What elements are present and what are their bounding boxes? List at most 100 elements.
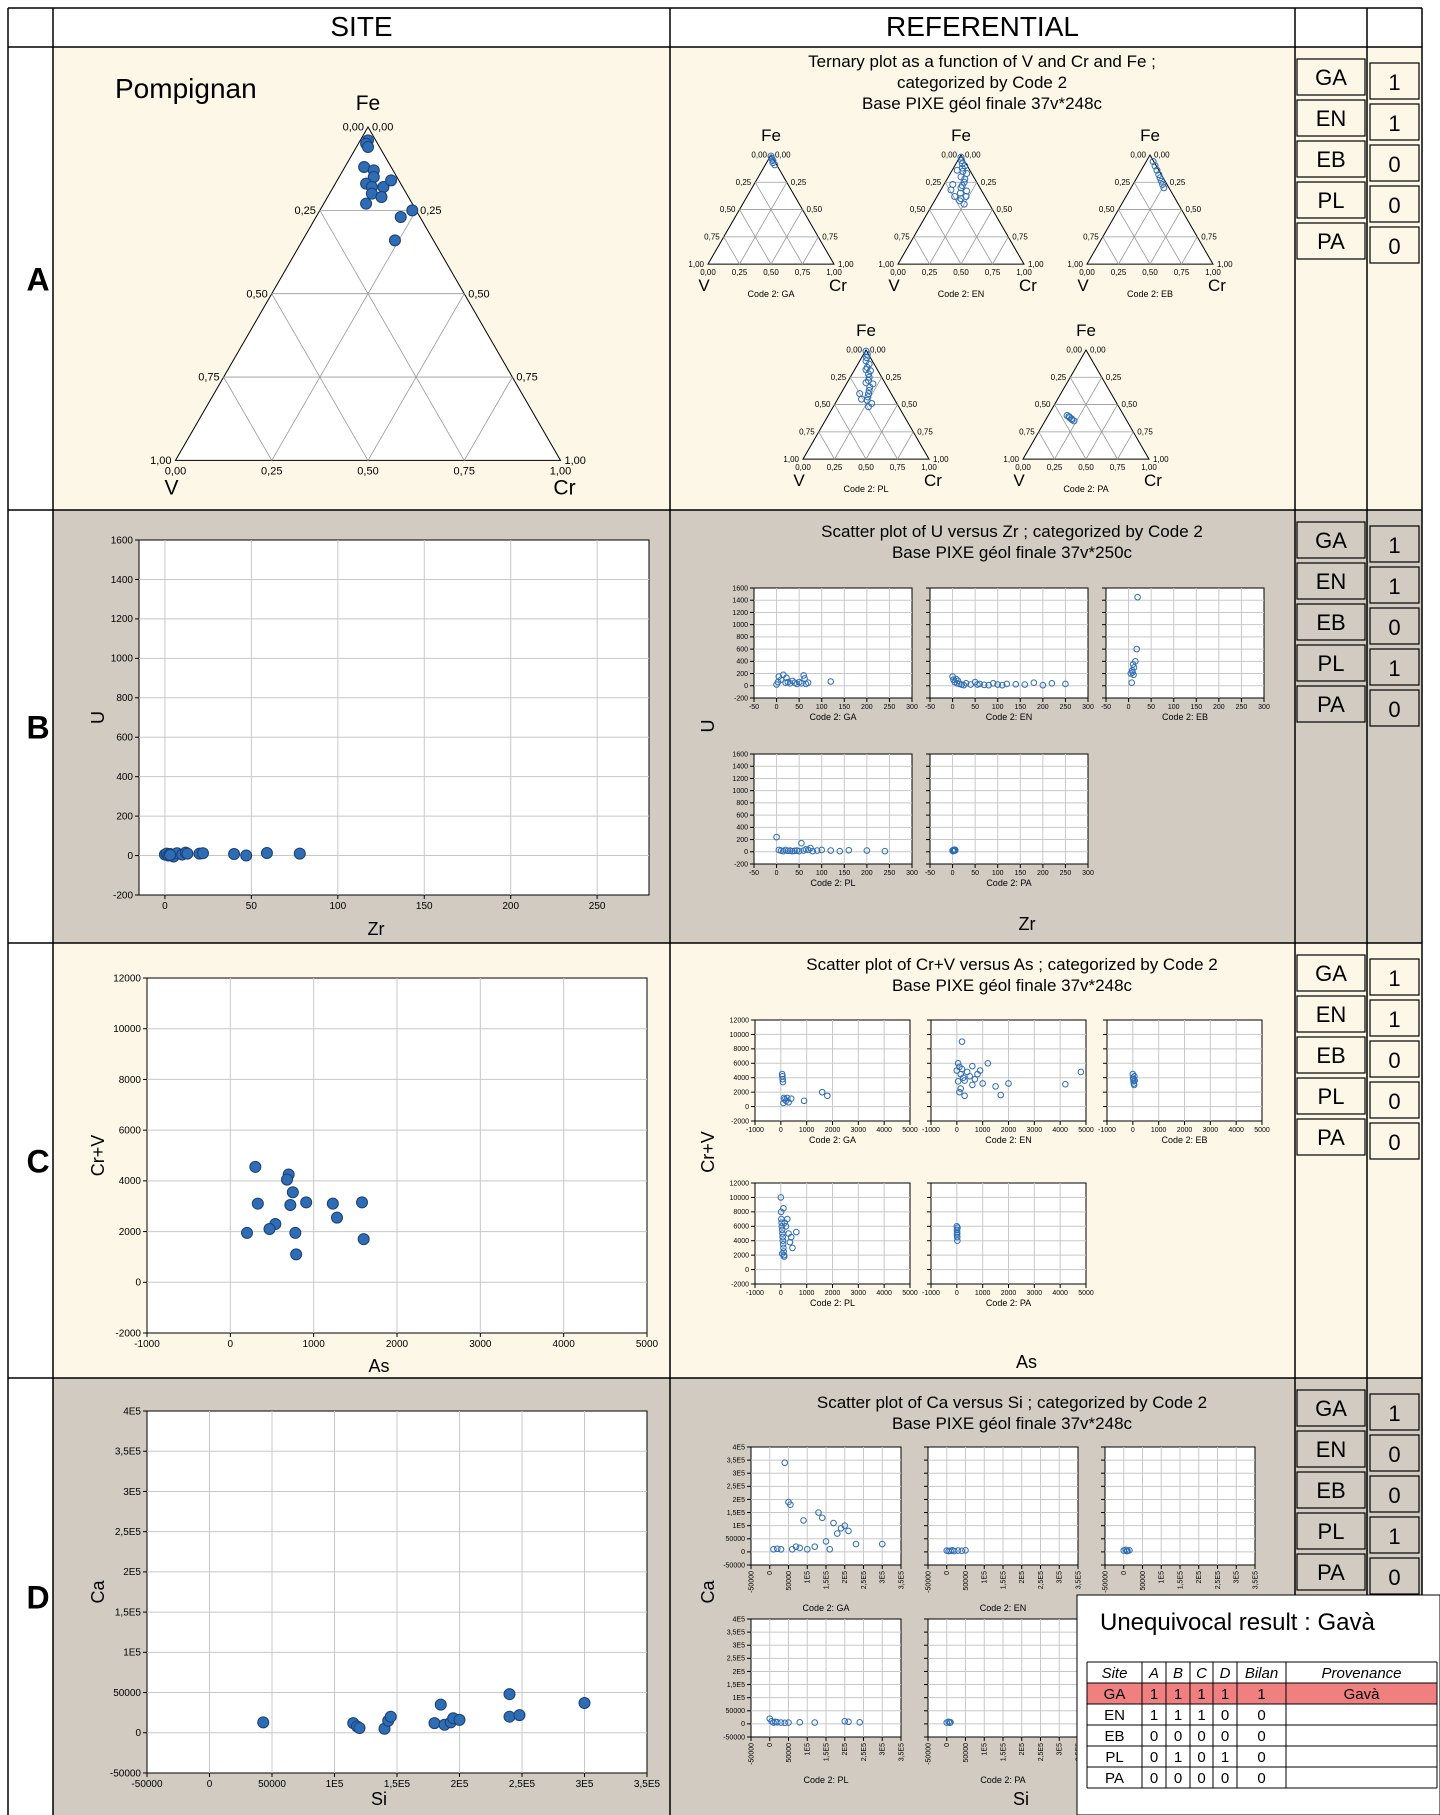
tick-label-x: 200 (1037, 704, 1049, 711)
tick-label-x: 0 (767, 1571, 774, 1575)
ternary-tick-left: 0,75 (799, 428, 815, 437)
tick-label-y: 200 (116, 811, 133, 822)
tick-label-y: 200 (736, 837, 748, 844)
data-point (1021, 681, 1029, 688)
tick-label-x: 0 (944, 1743, 951, 1747)
score-table: GA 1 EN 1 EB 0 PL 1 PA 0 (1296, 521, 1420, 727)
data-point (357, 1233, 370, 1246)
tick-label-x: 3000 (851, 1127, 867, 1134)
tick-label-y: 600 (116, 733, 133, 744)
vertex-label-v: V (1077, 276, 1089, 295)
score-value: 1 (1388, 533, 1400, 558)
tick-label-x: 300 (906, 870, 918, 877)
ternary-tick-left: 1,00 (688, 260, 704, 269)
ternary-tick-bottom: 1,00 (1141, 463, 1157, 472)
data-point (971, 1075, 979, 1083)
tick-label-x: 1,5E5 (384, 1779, 411, 1790)
panel-label: Code 2: GA (809, 1135, 856, 1145)
data-point (578, 1697, 591, 1710)
header-referential: REFERENTIAL (886, 11, 1079, 42)
ternary-tick-bottom: 0,50 (1078, 463, 1094, 472)
score-value-cell (1369, 1475, 1420, 1513)
result-cell: 1 (1174, 1749, 1182, 1766)
tick-label-x: 250 (1060, 704, 1072, 711)
score-table: GA 1 EN 0 EB 0 PL 1 PA 0 (1296, 1389, 1420, 1595)
tick-label-x: 1E5 (1159, 1571, 1166, 1584)
data-point (779, 1241, 787, 1248)
tick-label-y: 1,5E5 (727, 1510, 745, 1517)
tick-label-x: 2E5 (842, 1743, 849, 1756)
ternary-tick-left: 0,25 (294, 205, 315, 217)
vertex-label-fe: Fe (951, 126, 971, 145)
ternary-grid (271, 293, 369, 461)
ternary-grid (1133, 182, 1182, 265)
tick-label-y: 3,5E5 (727, 1457, 745, 1464)
tick-label-x: 1,5E5 (823, 1571, 830, 1589)
ref-y-axis-label: Cr+V (698, 1131, 718, 1173)
header-site: SITE (330, 11, 392, 42)
ternary-grid (992, 236, 1009, 265)
ternary-tick-left: 0,75 (1083, 233, 1099, 242)
tick-label-x: 4000 (876, 1290, 892, 1297)
tick-label-y: 2E5 (733, 1669, 746, 1676)
ternary-tick-right: 0,25 (981, 178, 997, 187)
tick-label-x: 0 (1127, 704, 1131, 711)
ternary-grid (944, 182, 993, 265)
result-cell: 1 (1197, 1707, 1205, 1724)
score-value: 1 (1388, 966, 1400, 991)
tick-label-y: 3,5E5 (727, 1629, 745, 1636)
data-point (800, 672, 807, 679)
score-code: EN (1316, 1437, 1347, 1462)
tick-label-y: 2,5E5 (727, 1656, 745, 1663)
score-code-cell (1296, 140, 1366, 178)
data-point (796, 1544, 804, 1552)
tick-label-y: 4000 (733, 1238, 749, 1245)
tick-label-y: 0 (745, 1104, 749, 1111)
tick-label-y: 4E5 (123, 1406, 141, 1417)
data-point (863, 847, 871, 854)
data-point (798, 680, 805, 687)
ternary-grid (1102, 236, 1119, 265)
tick-label-y: 800 (116, 693, 133, 704)
data-point (453, 1713, 466, 1726)
result-cell: 1 (1174, 1707, 1182, 1724)
ternary-tick-right: 0,25 (1170, 178, 1186, 187)
score-code: GA (1315, 528, 1347, 553)
ref-x-axis-label: Zr (1019, 914, 1036, 934)
score-value: 0 (1388, 697, 1400, 722)
plot-area (138, 539, 650, 896)
ternary-grid (1069, 377, 1118, 460)
data-point (1012, 680, 1020, 688)
ternary-grid (897, 431, 914, 460)
ternary-tick-left: 0,00 (1130, 151, 1146, 160)
data-point (293, 847, 306, 860)
data-point (800, 1097, 808, 1105)
tick-label-y: 1,5E5 (115, 1607, 142, 1618)
data-point (969, 1081, 976, 1089)
data-point (811, 1719, 819, 1726)
tick-label-y: 0 (741, 1721, 745, 1728)
tick-label-x: 300 (1082, 704, 1094, 711)
result-cell: 0 (1257, 1707, 1265, 1724)
data-point (251, 1197, 264, 1210)
vertex-label-cr: Cr (553, 476, 575, 499)
data-point (249, 1160, 262, 1173)
tick-label-x: 50000 (786, 1743, 793, 1763)
ternary-tick-bottom: 0,50 (357, 465, 378, 477)
ternary-grid (1118, 209, 1151, 265)
ref-title-line: Base PIXE géol finale 37v*250c (892, 543, 1133, 562)
score-code: PA (1317, 1560, 1345, 1585)
panel-label: Code 2: EB (1161, 1135, 1207, 1145)
ternary-tick-bottom: 0,25 (261, 465, 282, 477)
score-code: EB (1316, 1478, 1345, 1503)
data-point (783, 674, 790, 682)
vertex-label-v: V (698, 276, 710, 295)
data-point (375, 191, 388, 204)
score-code: PL (1318, 1519, 1345, 1544)
data-point (979, 1080, 986, 1087)
ternary-tick-bottom: 1,00 (1016, 268, 1032, 277)
result-cell: 1 (1221, 1686, 1229, 1703)
tick-label-y: 6000 (733, 1061, 749, 1068)
result-cell: 0 (1174, 1770, 1182, 1787)
